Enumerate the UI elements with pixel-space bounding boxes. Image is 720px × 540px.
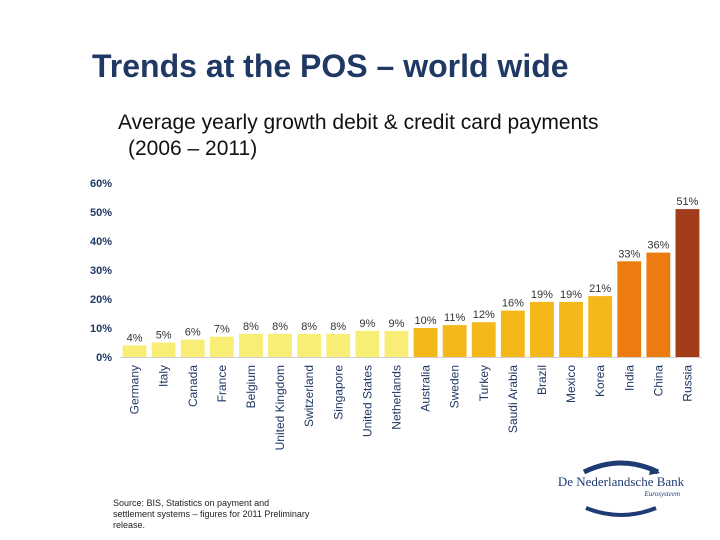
dnb-swirl-logo-icon [582,460,660,517]
x-tick-label: Russia [680,365,694,402]
x-tick-label: Switzerland [302,365,316,427]
bar [268,333,292,357]
bar-chart: 0% 10% 20% 30% 40% 50% 60% 4% Germany 5% Italy 6% Ca… [90,178,702,450]
x-tick-label: Italy [157,365,171,387]
y-tick-label: 20% [90,294,112,306]
subtitle-line-1: Average yearly growth debit & credit car… [118,111,599,134]
bar [617,261,642,357]
bar [559,301,583,357]
x-tick-label: Sweden [448,365,462,408]
x-tick-label: United States [360,365,374,437]
bar [646,252,671,357]
y-tick-label: 10% [90,323,112,335]
chart-subtitle: Average yearly growth debit & credit car… [118,110,599,162]
x-tick-label: Korea [593,365,607,397]
bar [442,325,467,357]
data-label: 7% [214,324,230,336]
x-tick-label: India [622,365,636,391]
slide-title: Trends at the POS – world wide [92,48,569,84]
data-label: 36% [647,240,669,252]
x-tick-label: Turkey [477,365,491,401]
data-label: 9% [359,318,375,330]
subtitle-line-2: (2006 – 2011) [128,137,258,160]
data-label: 33% [618,248,640,260]
x-tick-label: Germany [128,365,142,414]
x-tick-label: Australia [419,365,433,412]
source-note: Source: BIS, Statistics on payment and s… [113,498,310,530]
bar [297,333,322,357]
y-tick-label: 60% [90,178,112,190]
bar [588,296,613,357]
x-tick-label: China [651,365,665,397]
data-label: 5% [156,330,172,342]
data-label: 6% [185,327,201,339]
bar [675,209,700,357]
x-tick-label: Brazil [535,365,549,395]
bar [239,333,263,357]
bar [326,333,351,357]
data-label: 19% [531,289,553,301]
y-tick-label: 40% [90,236,112,248]
data-label: 4% [127,332,143,344]
data-label: 16% [502,298,524,310]
x-tick-label: Mexico [564,365,578,403]
bar [180,339,205,357]
bar [471,322,496,357]
bar [530,301,554,357]
data-label: 51% [676,196,698,208]
data-label: 11% [444,312,465,324]
logo-tagline: Eurosysteem [644,490,680,498]
data-label: 19% [560,289,582,301]
x-tick-label: Belgium [244,365,258,408]
bar [209,336,234,357]
data-label: 9% [388,318,404,330]
data-label: 8% [272,321,288,333]
data-label: 12% [473,309,495,321]
y-tick-label: 50% [90,207,112,219]
data-label: 8% [243,321,259,333]
y-tick-label: 30% [90,265,112,277]
bar [384,330,409,357]
bar [355,330,380,357]
logo-name: De Nederlandsche Bank [557,474,685,489]
dnb-logo: De Nederlandsche Bank Eurosysteem [556,460,686,520]
data-label: 10% [415,315,437,327]
bar [413,328,438,357]
x-tick-label: Canada [186,365,200,407]
data-label: 8% [330,321,346,333]
x-tick-label: Singapore [331,365,345,420]
y-tick-label: 0% [96,352,112,364]
x-tick-label: Saudi Arabia [506,365,520,433]
bar [122,345,147,357]
x-tick-label: Netherlands [389,365,403,430]
x-tick-label: United Kingdom [273,365,287,450]
bar [500,310,525,357]
x-tick-label: France [215,365,229,403]
data-label: 21% [589,283,611,295]
bar [151,342,176,357]
data-label: 8% [301,321,317,333]
